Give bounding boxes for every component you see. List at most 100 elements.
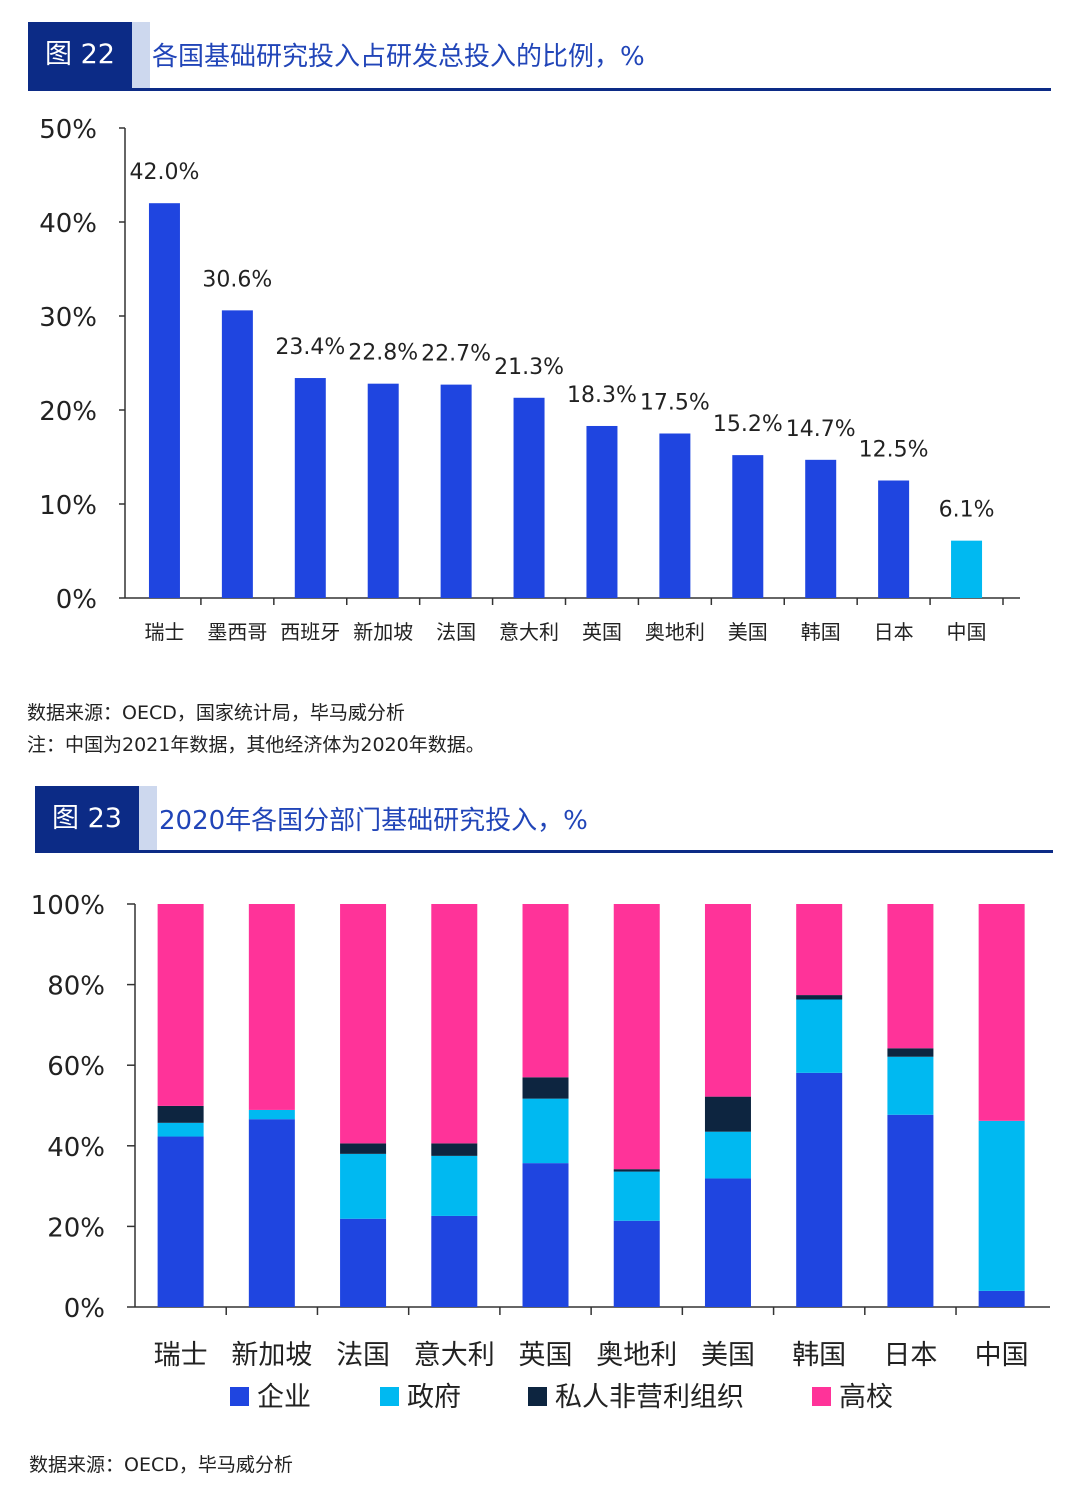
y-tick-label: 0% <box>56 585 97 615</box>
y-tick-label: 20% <box>39 397 97 427</box>
bar-segment-私人非营利组织 <box>796 995 843 1000</box>
legend-swatch <box>230 1387 249 1406</box>
bar-segment-私人非营利组织 <box>613 1169 660 1172</box>
bar-segment-私人非营利组织 <box>340 1143 387 1154</box>
y-tick-label: 100% <box>31 891 105 921</box>
data-label: 14.7% <box>786 417 856 442</box>
figure22-note: 注：中国为2021年数据，其他经济体为2020年数据。 <box>27 734 485 756</box>
figure22-number: 图 22 <box>28 22 132 88</box>
bar-segment-政府 <box>978 1120 1025 1291</box>
legend-label: 政府 <box>407 1382 461 1413</box>
data-label: 22.8% <box>348 341 418 366</box>
data-label: 21.3% <box>494 355 564 380</box>
figure22-rule <box>28 88 1051 91</box>
bar-segment-政府 <box>887 1056 934 1115</box>
bar-segment-政府 <box>796 999 843 1073</box>
figure22-header: 图 22 各国基础研究投入占研发总投入的比例，% <box>0 22 1080 92</box>
legend-label: 企业 <box>257 1382 311 1413</box>
bar-segment-高校 <box>704 904 751 1097</box>
x-tick-label: 韩国 <box>792 1340 846 1371</box>
data-label: 18.3% <box>567 383 637 408</box>
bar-chart-figure22: 0% 10% 20% 30% 40% 50% 42.0% 瑞士 30.6% 墨西哥 23.4% 西班牙… <box>39 115 1020 644</box>
bar-segment-企业 <box>522 1163 569 1307</box>
data-label: 42.0% <box>130 160 200 185</box>
bar-segment-私人非营利组织 <box>887 1048 934 1057</box>
bar-segment-企业 <box>704 1178 751 1307</box>
bar-segment-私人非营利组织 <box>431 1143 478 1156</box>
x-tick-label: 日本 <box>874 620 914 644</box>
bar-segment-企业 <box>613 1220 660 1307</box>
data-label: 6.1% <box>939 498 995 523</box>
x-tick-label: 意大利 <box>414 1340 495 1371</box>
bar-segment-私人非营利组织 <box>157 1105 204 1123</box>
figure22-title: 各国基础研究投入占研发总投入的比例，% <box>152 42 645 72</box>
bar-segment-高校 <box>796 904 843 996</box>
y-tick-label: 10% <box>39 491 97 521</box>
bar-意大利 <box>513 397 545 598</box>
bar-segment-政府 <box>431 1155 478 1216</box>
bar-segment-高校 <box>613 904 660 1170</box>
bar-西班牙 <box>294 378 326 598</box>
bar-segment-企业 <box>978 1290 1025 1307</box>
x-tick-label: 西班牙 <box>280 620 340 644</box>
figure23-header: 图 23 2020年各国分部门基础研究投入，% <box>0 786 1080 856</box>
bar-墨西哥 <box>221 310 253 598</box>
bar-segment-高校 <box>978 904 1025 1121</box>
x-tick-label: 新加坡 <box>353 620 413 644</box>
x-tick-label: 中国 <box>947 620 987 644</box>
bar-segment-企业 <box>796 1072 843 1307</box>
y-tick-label: 30% <box>39 303 97 333</box>
bar-segment-企业 <box>157 1136 204 1307</box>
y-tick-label: 40% <box>47 1133 105 1163</box>
figure22-source: 数据来源：OECD，国家统计局，毕马威分析 <box>27 702 405 724</box>
bar-segment-高校 <box>431 904 478 1144</box>
bar-segment-企业 <box>431 1215 478 1307</box>
bar-奥地利 <box>659 433 691 598</box>
x-tick-label: 韩国 <box>801 620 841 644</box>
x-tick-label: 瑞士 <box>154 1340 208 1371</box>
bar-segment-高校 <box>157 904 204 1106</box>
figure23-number: 图 23 <box>35 786 139 852</box>
bar-segment-政府 <box>248 1109 295 1120</box>
data-label: 17.5% <box>640 391 710 416</box>
bar-segment-企业 <box>887 1114 934 1307</box>
data-label: 23.4% <box>275 335 345 360</box>
bar-segment-政府 <box>340 1153 387 1219</box>
y-tick-label: 20% <box>47 1213 105 1243</box>
bar-segment-政府 <box>522 1098 569 1164</box>
bar-segment-企业 <box>340 1218 387 1307</box>
x-tick-label: 美国 <box>728 620 768 644</box>
bar-瑞士 <box>148 203 180 598</box>
x-tick-label: 英国 <box>519 1340 573 1371</box>
bar-segment-高校 <box>340 904 387 1144</box>
bar-美国 <box>732 455 764 598</box>
figure23-rule <box>35 850 1053 853</box>
legend-label: 高校 <box>839 1382 893 1413</box>
x-tick-label: 新加坡 <box>231 1340 312 1371</box>
bar-中国 <box>951 540 983 598</box>
bar-日本 <box>878 480 910 598</box>
bar-segment-私人非营利组织 <box>522 1077 569 1099</box>
figure23-strip <box>139 786 157 852</box>
bar-segment-政府 <box>704 1131 751 1179</box>
bar-segment-政府 <box>613 1171 660 1221</box>
figure22-strip <box>132 22 150 88</box>
bar-韩国 <box>805 459 837 598</box>
y-tick-label: 40% <box>39 209 97 239</box>
y-tick-label: 80% <box>47 972 105 1002</box>
data-label: 12.5% <box>859 438 929 463</box>
stacked-bar-chart-figure23: 0% 20% 40% 60% 80% 100% 瑞士 新加坡 法国 意大利 英国 奥地利 美国 韩国 日本 中… <box>31 891 1050 1413</box>
y-tick-label: 50% <box>39 115 97 145</box>
figure23-title: 2020年各国分部门基础研究投入，% <box>159 806 588 836</box>
x-tick-label: 中国 <box>975 1340 1029 1371</box>
legend-swatch <box>812 1387 831 1406</box>
data-label: 30.6% <box>202 267 272 292</box>
x-tick-label: 英国 <box>582 620 622 644</box>
bar-法国 <box>440 384 472 598</box>
figure23-source: 数据来源：OECD，毕马威分析 <box>29 1454 293 1476</box>
x-tick-label: 意大利 <box>499 620 559 644</box>
bar-segment-企业 <box>248 1119 295 1307</box>
bar-segment-高校 <box>248 904 295 1110</box>
x-tick-label: 墨西哥 <box>207 620 267 644</box>
